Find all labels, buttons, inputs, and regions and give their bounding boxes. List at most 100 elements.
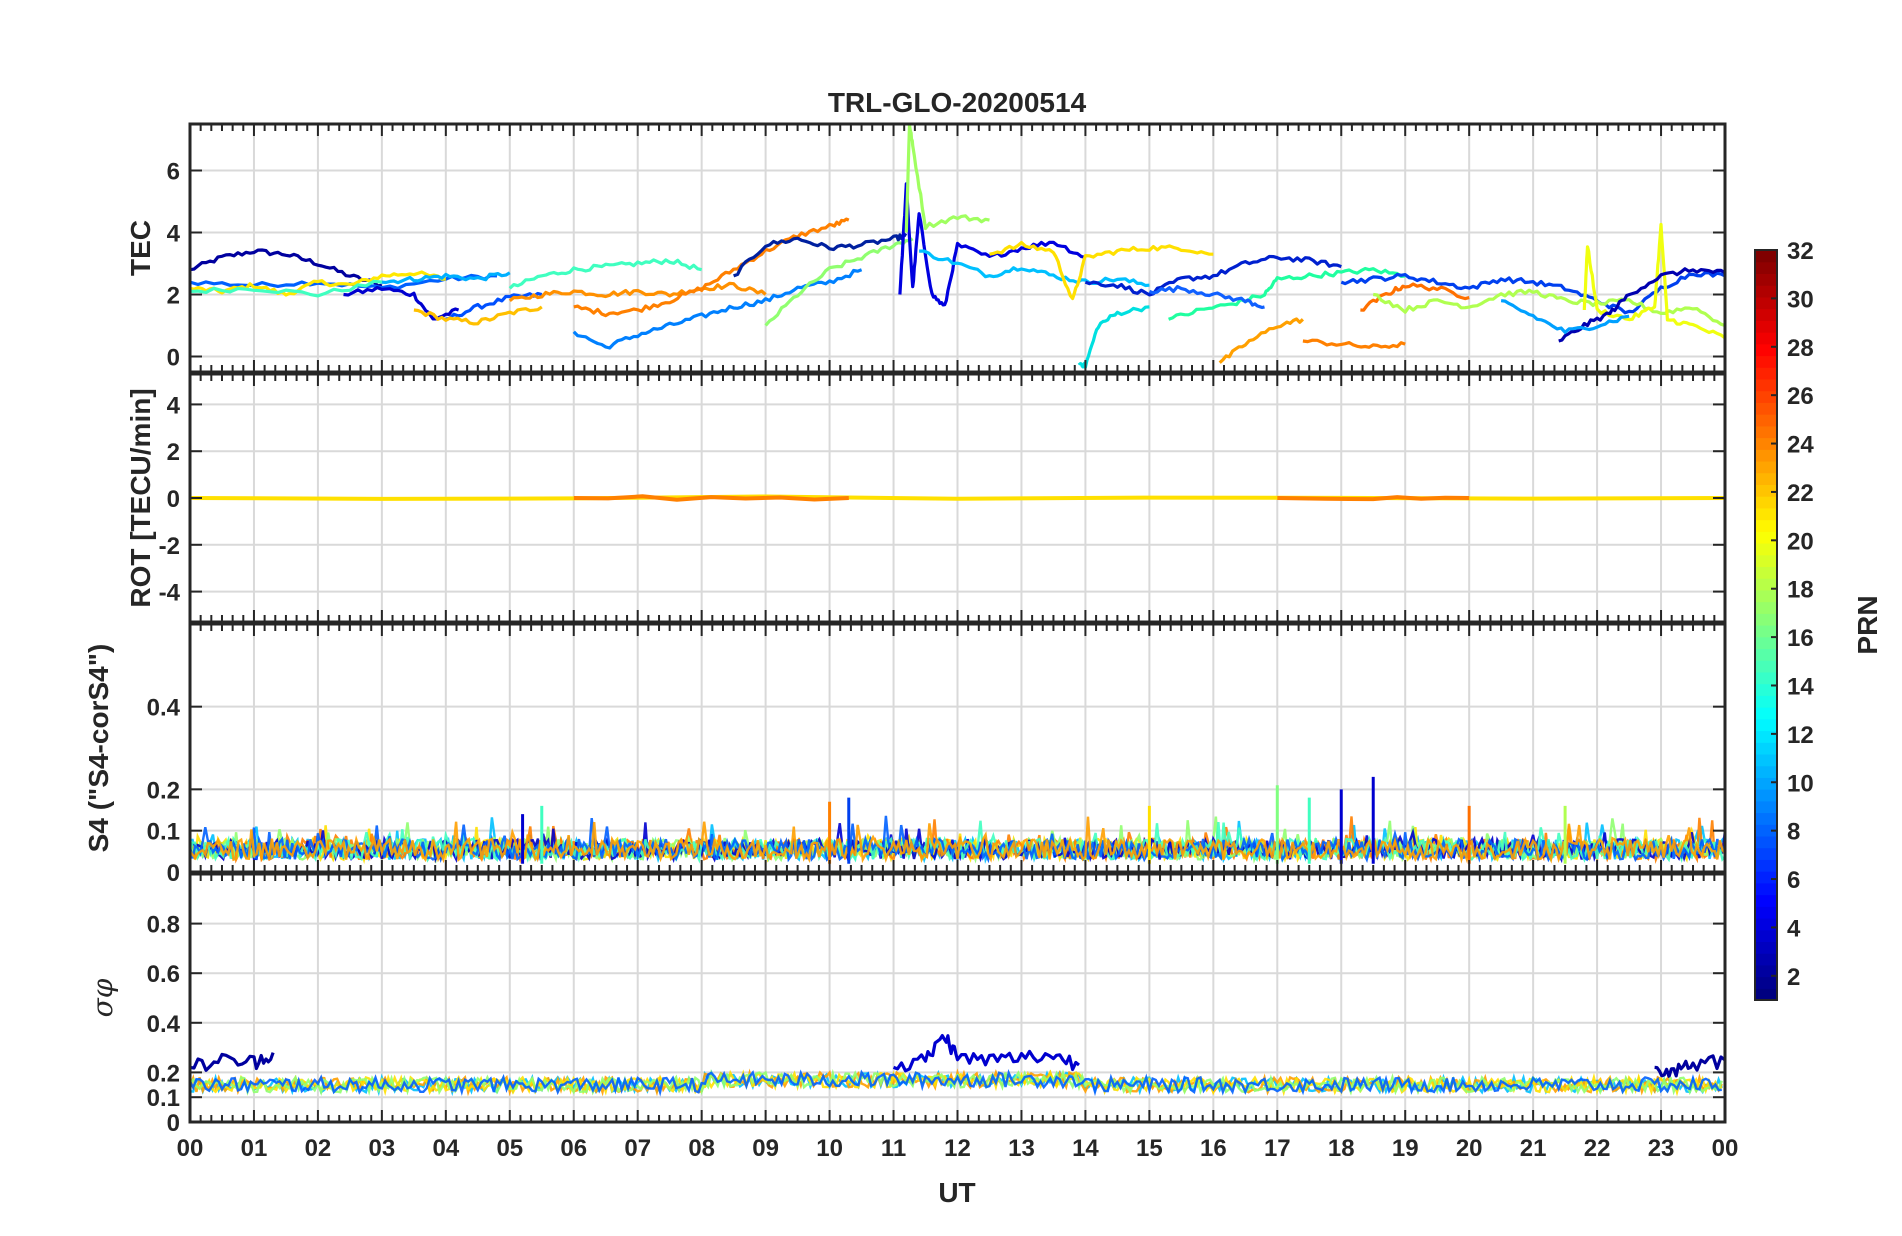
y-tick-label: 4 bbox=[167, 392, 181, 419]
colorbar-swatch bbox=[1755, 871, 1777, 884]
colorbar-frame bbox=[1754, 249, 1778, 1001]
x-tick-label: 18 bbox=[1328, 1135, 1355, 1162]
series-group bbox=[190, 1034, 1725, 1097]
colorbar-swatch bbox=[1755, 730, 1777, 743]
x-tick-label: 13 bbox=[1008, 1135, 1035, 1162]
colorbar-swatch bbox=[1755, 906, 1777, 919]
x-tick-label: 02 bbox=[305, 1135, 332, 1162]
colorbar-swatch bbox=[1755, 964, 1777, 978]
colorbar-swatch bbox=[1755, 402, 1777, 415]
y-tick-label: 2 bbox=[167, 283, 180, 310]
series-line-18 bbox=[989, 240, 1214, 301]
x-tick-label: 01 bbox=[241, 1135, 268, 1162]
colorbar-tick-label: 2 bbox=[1787, 964, 1800, 991]
x-tick-label: 21 bbox=[1520, 1135, 1547, 1162]
colorbar-swatch bbox=[1755, 285, 1777, 298]
y-tick-label: 0.2 bbox=[147, 1060, 180, 1087]
x-tick-label: 17 bbox=[1264, 1135, 1291, 1162]
series-line-9 bbox=[508, 258, 703, 290]
series-line-17 bbox=[919, 249, 1150, 288]
colorbar-swatch bbox=[1755, 601, 1777, 614]
x-tick-label: 22 bbox=[1584, 1135, 1611, 1162]
y-tick-label: 0.6 bbox=[147, 961, 180, 988]
series-line-20 bbox=[1077, 305, 1150, 369]
colorbar-tick-label: 26 bbox=[1787, 383, 1814, 410]
colorbar-swatch bbox=[1755, 847, 1777, 860]
colorbar-swatch bbox=[1755, 742, 1777, 755]
colorbar-swatch bbox=[1755, 566, 1777, 579]
series-line-19 bbox=[1084, 254, 1342, 297]
colorbar-tick-label: 22 bbox=[1787, 480, 1814, 507]
y-tick-label: 0.8 bbox=[147, 912, 180, 939]
x-tick-label: 12 bbox=[944, 1135, 971, 1162]
colorbar-swatch bbox=[1755, 625, 1777, 638]
series-line-3 bbox=[190, 270, 446, 297]
colorbar-tick-label: 30 bbox=[1787, 286, 1814, 313]
colorbar-swatch bbox=[1755, 484, 1777, 497]
x-tick-label: 09 bbox=[752, 1135, 779, 1162]
y-tick-label: 6 bbox=[167, 159, 180, 186]
colorbar-swatch bbox=[1755, 578, 1777, 591]
x-tick-label: 16 bbox=[1200, 1135, 1227, 1162]
colorbar-swatch bbox=[1755, 355, 1777, 368]
x-tick-label: 05 bbox=[496, 1135, 523, 1162]
colorbar-swatch bbox=[1755, 835, 1777, 849]
colorbar-swatch bbox=[1755, 683, 1777, 696]
colorbar-swatch bbox=[1755, 941, 1777, 954]
series-line-23 bbox=[1218, 317, 1304, 364]
colorbar-swatch bbox=[1755, 437, 1777, 450]
series-line-6 bbox=[445, 291, 543, 321]
series-line-3 bbox=[1654, 1054, 1725, 1079]
colorbar-swatch bbox=[1755, 296, 1777, 310]
y-axis-label-1: TEC bbox=[125, 220, 156, 276]
colorbar-swatch bbox=[1755, 250, 1777, 263]
colorbar-swatch bbox=[1755, 589, 1777, 603]
series-line-28 bbox=[1582, 222, 1725, 340]
series-line-30 bbox=[1500, 299, 1630, 334]
colorbar-tick-label: 28 bbox=[1787, 335, 1814, 362]
x-tick-label: 00 bbox=[1712, 1135, 1739, 1162]
x-tick-label: 04 bbox=[432, 1135, 459, 1162]
colorbar-swatch bbox=[1755, 613, 1777, 626]
series-group bbox=[190, 494, 1725, 502]
series-line-15 bbox=[898, 182, 1086, 307]
x-tick-label: 20 bbox=[1456, 1135, 1483, 1162]
colorbar-swatch bbox=[1755, 929, 1777, 943]
colorbar-swatch bbox=[1755, 378, 1777, 392]
series-line-8 bbox=[381, 271, 511, 285]
series-line-24 bbox=[1302, 338, 1406, 349]
colorbar-swatch bbox=[1755, 660, 1777, 673]
colorbar-swatch bbox=[1755, 496, 1777, 509]
colorbar-swatch bbox=[1755, 519, 1777, 532]
y-tick-label: -4 bbox=[159, 580, 181, 607]
series-line-2 bbox=[573, 494, 849, 502]
y-tick-label: 0.1 bbox=[147, 1085, 180, 1112]
series-group bbox=[190, 776, 1725, 865]
x-tick-label: 00 bbox=[177, 1135, 204, 1162]
series-group bbox=[190, 124, 1725, 369]
colorbar-swatch bbox=[1755, 507, 1777, 521]
x-tick-label: 15 bbox=[1136, 1135, 1163, 1162]
y-axis-label-4: σφ bbox=[86, 978, 119, 1017]
series-line-16 bbox=[904, 124, 990, 233]
colorbar-swatch bbox=[1755, 636, 1777, 650]
panel-1: 0 2 4 6 TEC bbox=[125, 122, 1727, 374]
colorbar-tick-label: 6 bbox=[1787, 867, 1800, 894]
series-line-14 bbox=[764, 237, 914, 327]
colorbar-tick-label: 16 bbox=[1787, 625, 1814, 652]
colorbar-swatch bbox=[1755, 800, 1777, 814]
series-line-5 bbox=[343, 285, 460, 321]
colorbar-swatch bbox=[1755, 812, 1777, 825]
colorbar-tick-label: 4 bbox=[1787, 915, 1801, 942]
series-line-26 bbox=[1340, 271, 1725, 315]
y-tick-label: 0.4 bbox=[147, 695, 181, 722]
colorbar-swatch bbox=[1755, 882, 1777, 896]
x-tick-label: 23 bbox=[1648, 1135, 1675, 1162]
x-tick-label: 07 bbox=[624, 1135, 651, 1162]
series-line-2 bbox=[892, 1034, 1080, 1073]
colorbar-swatch bbox=[1755, 988, 1777, 1001]
x-tick-label: 19 bbox=[1392, 1135, 1419, 1162]
colorbar-swatch bbox=[1755, 917, 1777, 931]
colorbar-tick-label: 10 bbox=[1787, 770, 1814, 797]
